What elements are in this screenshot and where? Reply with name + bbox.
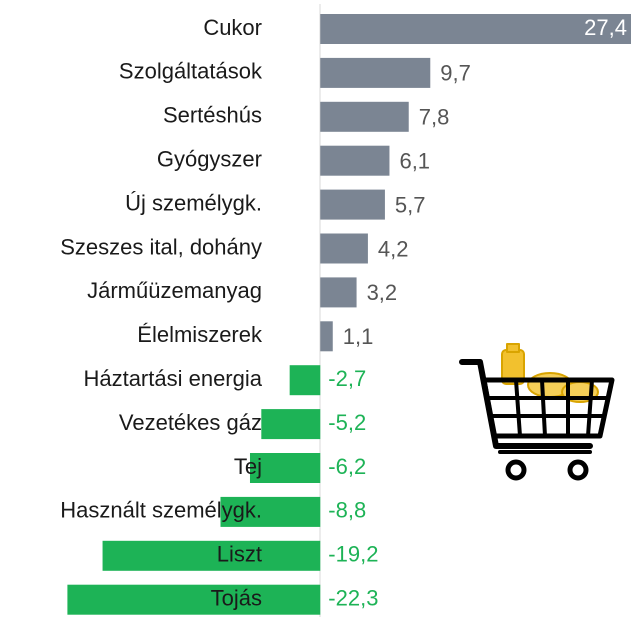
bar	[320, 14, 631, 44]
bar	[220, 496, 321, 527]
value-label: 9,7	[440, 61, 471, 86]
value-label: -19,2	[328, 542, 378, 567]
category-label: Szolgáltatások	[119, 59, 263, 84]
value-label: 7,8	[419, 105, 450, 130]
bar	[320, 189, 385, 220]
category-label: Cukor	[203, 15, 262, 40]
category-label: Háztartási energia	[83, 366, 262, 391]
bar	[67, 584, 321, 615]
category-label: Sertéshús	[163, 103, 262, 128]
bar	[261, 409, 321, 440]
category-label: Gyógyszer	[157, 147, 262, 172]
category-label: Tojás	[211, 586, 262, 611]
bar	[320, 57, 431, 88]
value-label: -22,3	[328, 586, 378, 611]
bar	[320, 101, 409, 132]
bar	[289, 365, 321, 396]
cart-icon	[459, 343, 615, 481]
value-label: 27,4	[584, 15, 627, 40]
value-label: -5,2	[328, 410, 366, 435]
bar	[320, 321, 333, 352]
value-label: 3,2	[367, 280, 398, 305]
category-label: Járműüzemanyag	[87, 278, 262, 303]
category-label: Tej	[234, 454, 262, 479]
category-label: Szeszes ital, dohány	[60, 234, 262, 259]
bar	[102, 540, 321, 571]
category-label: Liszt	[217, 542, 262, 567]
category-label: Vezetékes gáz	[119, 410, 262, 435]
bar	[320, 145, 390, 176]
value-label: -6,2	[328, 454, 366, 479]
value-label: 4,2	[378, 236, 409, 261]
value-label: 6,1	[399, 149, 430, 174]
category-label: Új személygk.	[125, 190, 262, 215]
value-label: 1,1	[343, 324, 374, 349]
bar	[320, 277, 357, 308]
value-label: -2,7	[328, 366, 366, 391]
category-label: Használt személygk.	[60, 498, 262, 523]
value-label: 5,7	[395, 192, 426, 217]
value-label: -8,8	[328, 498, 366, 523]
bar	[320, 233, 368, 264]
category-label: Élelmiszerek	[137, 322, 263, 347]
bar	[249, 453, 321, 483]
